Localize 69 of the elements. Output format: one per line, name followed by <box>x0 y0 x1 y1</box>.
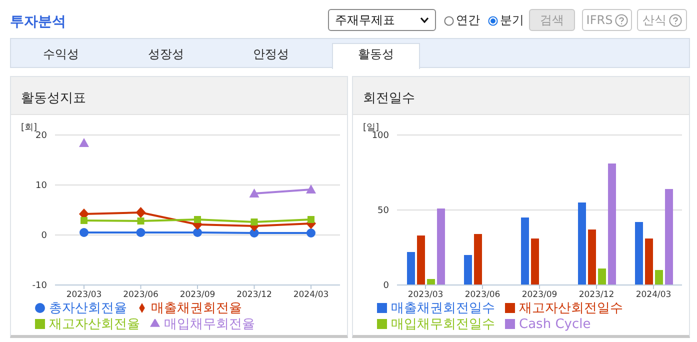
bar <box>598 268 606 285</box>
bar <box>464 255 472 285</box>
y-tick-label: -10 <box>32 281 48 292</box>
bar <box>407 252 415 285</box>
bar <box>645 238 653 285</box>
chart-title: 회전일수 <box>353 77 689 115</box>
y-tick-label: 10 <box>36 181 48 192</box>
text: 성장성 <box>147 46 185 63</box>
text: 연간 <box>456 12 480 29</box>
text: 산식 <box>637 9 687 31</box>
y-axis-title: [회] <box>21 122 38 133</box>
bar <box>588 230 596 285</box>
point <box>308 216 314 223</box>
bar <box>521 218 529 285</box>
point <box>306 228 316 238</box>
point <box>306 184 316 194</box>
legend-label: 매출채권회전율 <box>151 301 242 316</box>
bar <box>474 234 482 285</box>
point <box>193 228 202 237</box>
bar <box>665 189 673 285</box>
point <box>137 218 144 224</box>
legend-label: 재고자산회전율 <box>49 317 140 332</box>
point <box>136 207 146 218</box>
y-tick-label: 50 <box>378 206 390 216</box>
x-tick-label: 2023/06 <box>123 290 158 300</box>
bar <box>655 270 663 285</box>
x-tick-label: 2023/09 <box>180 290 216 300</box>
x-tick-label: 2023/06 <box>464 290 500 300</box>
point <box>250 218 258 226</box>
bar <box>578 202 586 285</box>
bar <box>635 222 643 285</box>
text: 안정성 <box>252 46 290 63</box>
text: 수익성 <box>42 46 80 63</box>
point <box>194 216 201 223</box>
y-axis-title: [일] <box>363 122 380 133</box>
point <box>136 228 146 237</box>
x-tick-label: 2024/03 <box>636 290 672 300</box>
bar <box>417 236 425 285</box>
text: 주재무제표 <box>335 12 395 28</box>
point <box>80 228 88 237</box>
text: 투자분석 <box>10 13 66 31</box>
x-tick-label: 2023/03 <box>408 290 444 300</box>
y-tick-label: 20 <box>36 131 48 142</box>
legend-label: 매입채무회전일수 <box>391 317 495 332</box>
text: 검색 <box>529 9 575 31</box>
x-tick-label: 2023/12 <box>578 290 614 300</box>
legend-label: 매입채무회전율 <box>164 317 255 332</box>
bar <box>437 208 445 285</box>
point <box>249 188 260 198</box>
y-tick-label: 0 <box>383 281 390 292</box>
legend-label: 총자산회전율 <box>49 301 127 316</box>
text: IFRS <box>582 9 632 31</box>
text: 활동성 <box>332 43 420 69</box>
legend-label: 재고자산회전일수 <box>519 301 623 316</box>
point <box>80 217 88 224</box>
chart-title: 활동성지표 <box>11 77 347 115</box>
y-tick-label: 100 <box>372 131 390 142</box>
x-tick-label: 2023/03 <box>66 290 102 300</box>
legend-label: Cash Cycle <box>519 317 591 332</box>
text: 분기 <box>500 12 524 29</box>
x-tick-label: 2023/12 <box>236 290 272 300</box>
x-tick-label: 2023/09 <box>522 290 558 300</box>
x-tick-label: 2024/03 <box>293 290 329 300</box>
bar <box>608 164 616 285</box>
point <box>79 138 89 147</box>
bar <box>427 279 435 285</box>
bar <box>531 238 539 285</box>
legend-label: 매출채권회전일수 <box>391 301 495 316</box>
y-tick-label: 0 <box>41 231 48 242</box>
